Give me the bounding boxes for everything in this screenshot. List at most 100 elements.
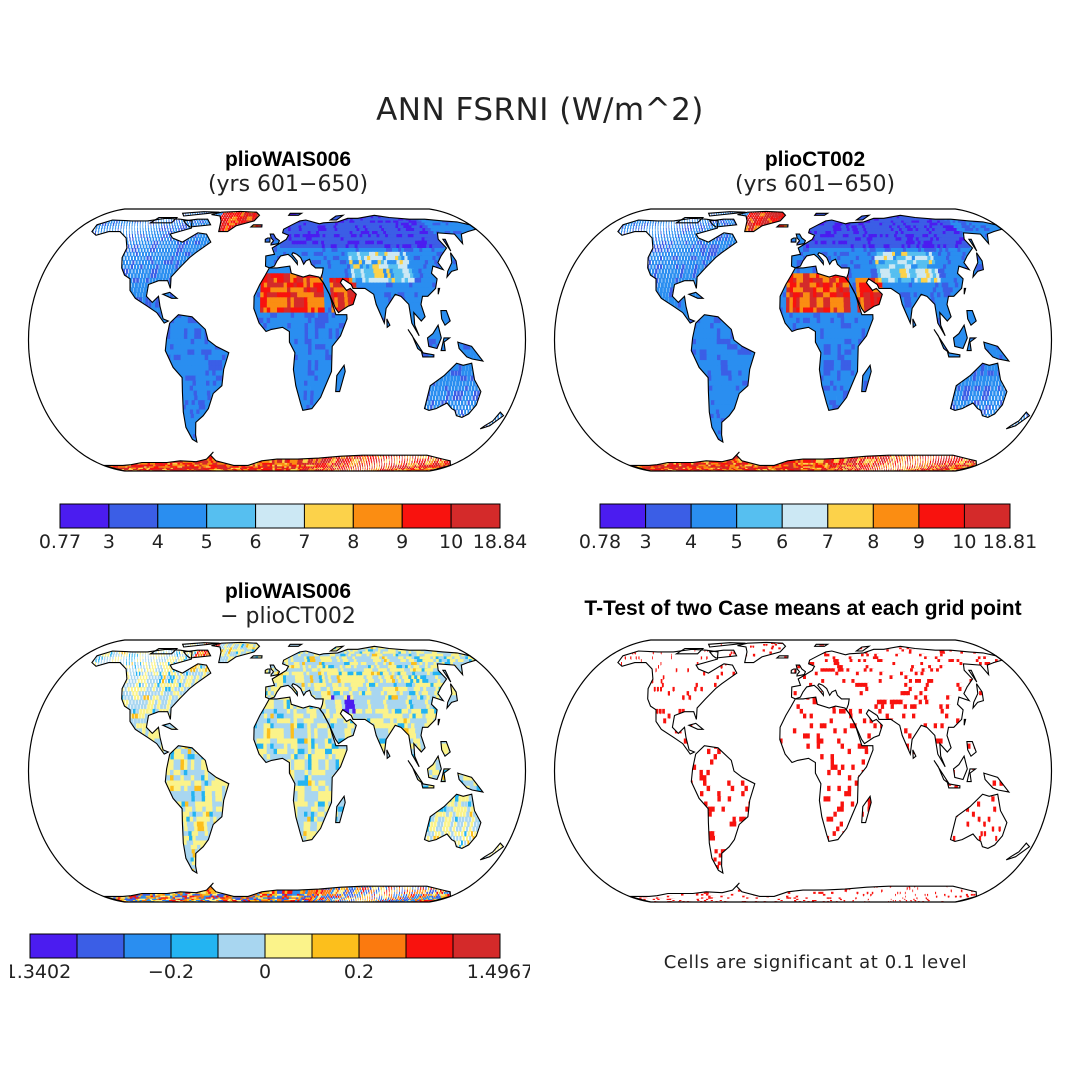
colorbar-swatch: [29, 933, 78, 959]
eurasia-coastline: [264, 645, 478, 768]
greenland-coastline: [211, 641, 261, 664]
iceland-coastline: [249, 224, 263, 228]
australia-coastline: [423, 362, 482, 418]
baffin-coastline: [182, 218, 212, 228]
greenland-coastline: [737, 210, 787, 233]
sri-lanka-coastline: [912, 749, 917, 760]
panel1-subtitle: (yrs 601−650): [143, 172, 433, 197]
north-america-coastline: [617, 217, 738, 324]
sulawesi-coastline: [440, 337, 452, 352]
japan-coastline: [972, 252, 985, 279]
novaya-coastline: [328, 214, 346, 221]
south-america-coastline: [164, 745, 230, 875]
panel4-map: [553, 639, 1053, 903]
map-border: [553, 639, 1053, 903]
ellesmere-coastline: [707, 642, 746, 648]
new-guinea-coastline: [457, 341, 485, 362]
colorbar-tick-label: 4: [685, 531, 697, 553]
ellesmere-coastline: [181, 211, 220, 217]
svalbard-coastline: [287, 643, 304, 647]
colorbar-tick-label: 1.4967: [467, 961, 530, 983]
colorbar-tick-label: 7: [822, 531, 834, 553]
japan-coastline: [446, 252, 459, 279]
new-zealand-coastline: [1005, 842, 1031, 861]
colorbar-tick-label: 0.78: [580, 531, 621, 553]
new-guinea-coastline: [983, 341, 1011, 362]
greenland-coastline: [737, 641, 787, 664]
panel2-map: [553, 208, 1053, 472]
colorbar-swatch: [303, 503, 354, 529]
colorbar-swatch: [217, 933, 266, 959]
colorbar-tick-label: 6: [776, 531, 788, 553]
south-america-coastline: [690, 745, 756, 875]
colorbar-tick-label: 7: [298, 531, 310, 553]
south-america-coastline: [164, 314, 230, 444]
ireland-coastline: [264, 237, 271, 243]
colorbar-tick-label: 6: [250, 531, 262, 553]
panel1-colorbar: 0.77 3 4 5 6 7 8 9 10 18.84: [40, 503, 527, 553]
victoria-coastline: [148, 216, 179, 224]
java-coastline: [946, 352, 961, 358]
sumatra-coastline: [933, 329, 950, 354]
panel2-subtitle: (yrs 601−650): [670, 172, 960, 197]
kamchatka-sakhalin-coastline: [441, 669, 452, 683]
hainan-taiwan-coastline: [963, 287, 967, 295]
south-america-coastline: [690, 314, 756, 444]
colorbar-swatch: [311, 933, 360, 959]
colorbar-tick-label: 0: [259, 961, 271, 983]
antarctica-coastline: [103, 451, 451, 472]
colorbar-swatch: [963, 503, 1011, 529]
uk-coastline: [269, 664, 281, 677]
panel3-subtitle: − plioCT002: [143, 604, 433, 629]
new-guinea-coastline: [457, 772, 485, 793]
sri-lanka-coastline: [386, 318, 391, 329]
colorbar-tick-label: 9: [913, 531, 925, 553]
cuba-coastline: [687, 722, 705, 730]
victoria-coastline: [674, 216, 705, 224]
colorbar-swatch: [170, 933, 219, 959]
madagascar-coastline: [861, 794, 872, 824]
sumatra-coastline: [407, 760, 424, 785]
sumatra-coastline: [407, 329, 424, 354]
svalbard-coastline: [813, 212, 830, 216]
africa-coastline: [253, 696, 348, 843]
cuba-coastline: [161, 291, 179, 299]
colorbar-swatch: [736, 503, 783, 529]
baffin-coastline: [708, 218, 738, 228]
colorbar-tick-label: 5: [731, 531, 743, 553]
colorbar-tick-label: 8: [867, 531, 879, 553]
new-zealand-coastline: [479, 842, 505, 861]
colorbar-swatch: [352, 503, 403, 529]
iceland-coastline: [249, 655, 263, 659]
australia-coastline: [423, 793, 482, 849]
significance-note: Cells are significant at 0.1 level: [548, 952, 1080, 973]
panel2-colorbar: 0.78 3 4 5 6 7 8 9 10 18.81: [580, 503, 1037, 553]
new-guinea-coastline: [983, 772, 1011, 793]
colorbar-swatch: [599, 503, 647, 529]
antarctica-coastline: [629, 882, 977, 903]
eurasia-coastline: [264, 214, 478, 337]
uk-coastline: [795, 664, 807, 677]
colorbar-swatch: [358, 933, 407, 959]
ellesmere-coastline: [707, 211, 746, 217]
baffin-coastline: [708, 649, 738, 659]
north-america-coastline: [91, 648, 212, 755]
ellesmere-coastline: [181, 642, 220, 648]
africa-coastline: [253, 265, 348, 412]
hainan-taiwan-coastline: [437, 718, 441, 726]
colorbar-tick-label: 3: [103, 531, 115, 553]
philippines-coastline: [966, 741, 977, 758]
novaya-coastline: [854, 214, 872, 221]
australia-coastline: [949, 362, 1008, 418]
svalbard-coastline: [287, 212, 304, 216]
victoria-coastline: [674, 647, 705, 655]
iceland-coastline: [775, 655, 789, 659]
borneo-coastline: [426, 323, 442, 350]
colorbar-tick-label: 18.81: [983, 531, 1037, 553]
colorbar-swatch: [918, 503, 965, 529]
cuba-coastline: [161, 722, 179, 730]
sulawesi-coastline: [440, 768, 452, 783]
map-border: [27, 639, 527, 903]
panel3-title: plioWAIS006: [143, 580, 433, 604]
colorbar-swatch: [157, 503, 208, 529]
